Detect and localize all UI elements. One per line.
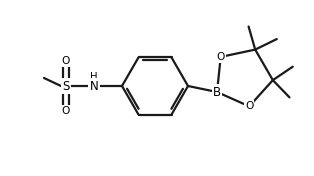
Text: S: S xyxy=(62,80,70,93)
Text: O: O xyxy=(245,101,253,111)
Text: O: O xyxy=(62,106,70,116)
Text: N: N xyxy=(89,80,98,93)
Text: O: O xyxy=(62,56,70,66)
Text: H: H xyxy=(90,72,98,82)
Text: B: B xyxy=(213,86,221,99)
Text: O: O xyxy=(217,52,225,62)
